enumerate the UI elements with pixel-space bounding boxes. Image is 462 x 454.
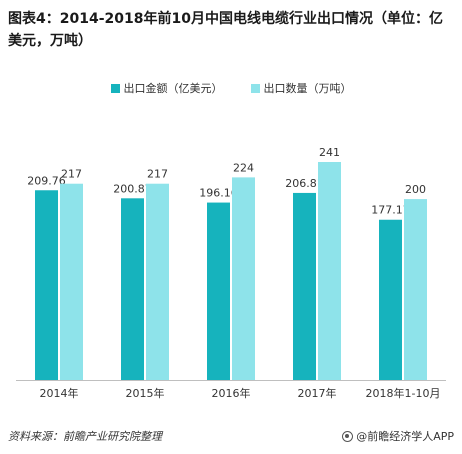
x-tick-label-2: 2016年 <box>212 386 251 400</box>
chart-title: 图表4：2014-2018年前10月中国电线电缆行业出口情况（单位：亿美元，万吨… <box>8 11 443 49</box>
data-label-amount-4: 177.17 <box>371 204 410 217</box>
brand-credit: @前瞻经济学人APP <box>342 428 454 444</box>
bar-quantity-4 <box>404 199 427 380</box>
legend-swatch-amount <box>110 83 120 93</box>
data-label-amount-0: 209.76 <box>27 174 66 187</box>
bar-quantity-2 <box>232 177 255 380</box>
bar-amount-1 <box>121 198 144 380</box>
data-label-amount-2: 196.16 <box>199 187 238 200</box>
legend-label-amount: 出口金额（亿美元） <box>123 82 223 95</box>
data-label-amount-3: 206.81 <box>285 177 324 190</box>
bar-quantity-0 <box>60 183 83 380</box>
brand-text: @前瞻经济学人APP <box>356 430 454 443</box>
legend-label-quantity: 出口数量（万吨） <box>263 82 352 95</box>
x-tick-label-4: 2018年1-10月 <box>366 386 441 400</box>
legend-item-amount: 出口金额（亿美元） <box>110 80 223 96</box>
bar-amount-2 <box>207 202 230 380</box>
legend-item-quantity: 出口数量（万吨） <box>250 80 352 96</box>
bar-amount-4 <box>379 219 402 380</box>
legend-swatch-quantity <box>250 83 260 93</box>
data-label-quantity-3: 241 <box>319 146 340 159</box>
bar-amount-0 <box>35 190 58 380</box>
source-note: 资料来源：前瞻产业研究院整理 <box>8 430 162 443</box>
data-label-quantity-2: 224 <box>233 161 254 174</box>
brand-logo-icon <box>342 430 354 442</box>
data-label-quantity-4: 200 <box>405 183 426 196</box>
x-tick-label-3: 2017年 <box>298 386 337 400</box>
x-tick-label-1: 2015年 <box>126 386 165 400</box>
data-label-amount-1: 200.87 <box>113 182 152 195</box>
legend: 出口金额（亿美元） 出口数量（万吨） <box>0 80 462 96</box>
x-tick-label-0: 2014年 <box>40 386 79 400</box>
bar-amount-3 <box>293 192 316 380</box>
data-label-quantity-0: 217 <box>61 168 82 181</box>
bar-quantity-1 <box>146 183 169 380</box>
bar-quantity-3 <box>318 162 341 380</box>
data-label-quantity-1: 217 <box>147 168 168 181</box>
